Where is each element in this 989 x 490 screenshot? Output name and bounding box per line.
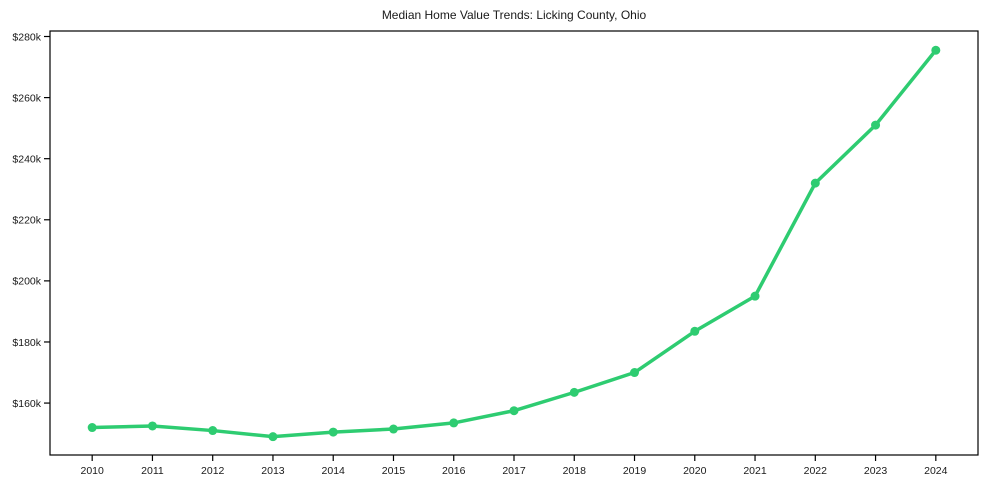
y-tick-label: $240k xyxy=(12,153,41,165)
y-tick-label: $280k xyxy=(12,31,41,43)
data-point-2020 xyxy=(690,326,700,336)
data-point-2024 xyxy=(931,45,941,55)
x-tick-label: 2019 xyxy=(623,465,647,477)
data-point-2019 xyxy=(630,368,640,378)
trend-line xyxy=(90,48,938,439)
data-point-2013 xyxy=(268,432,278,442)
data-point-2014 xyxy=(328,427,338,437)
data-point-2010 xyxy=(87,423,97,433)
data-point-2023 xyxy=(871,120,881,130)
y-tick-label: $180k xyxy=(12,337,41,349)
y-tick-label: $260k xyxy=(12,92,41,104)
data-point-2012 xyxy=(208,426,218,436)
data-point-2011 xyxy=(147,421,157,431)
x-tick-label: 2016 xyxy=(442,465,466,477)
x-tick-label: 2021 xyxy=(743,465,767,477)
data-point-2016 xyxy=(449,418,459,428)
x-tick-label: 2020 xyxy=(683,465,707,477)
x-tick-label: 2015 xyxy=(382,465,406,477)
chart-title: Median Home Value Trends: Licking County… xyxy=(381,8,647,22)
x-tick-label: 2018 xyxy=(563,465,587,477)
x-tick-label: 2017 xyxy=(502,465,526,477)
y-tick-label: $220k xyxy=(12,215,41,227)
data-point-2015 xyxy=(388,424,398,434)
x-tick-label: 2012 xyxy=(201,465,225,477)
x-tick-label: 2010 xyxy=(81,465,105,477)
data-point-2022 xyxy=(810,178,820,188)
x-tick-label: 2022 xyxy=(804,465,828,477)
x-tick-label: 2023 xyxy=(864,465,888,477)
data-point-2017 xyxy=(509,406,519,416)
data-point-2021 xyxy=(750,291,760,301)
y-tick-label: $200k xyxy=(12,276,41,288)
data-point-2018 xyxy=(569,387,579,397)
x-tick-label: 2013 xyxy=(261,465,285,477)
x-tick-label: 2011 xyxy=(141,465,164,477)
x-tick-label: 2024 xyxy=(924,465,948,477)
x-tick-label: 2014 xyxy=(322,465,346,477)
plot-border xyxy=(49,30,979,456)
y-tick-label: $160k xyxy=(12,398,41,410)
